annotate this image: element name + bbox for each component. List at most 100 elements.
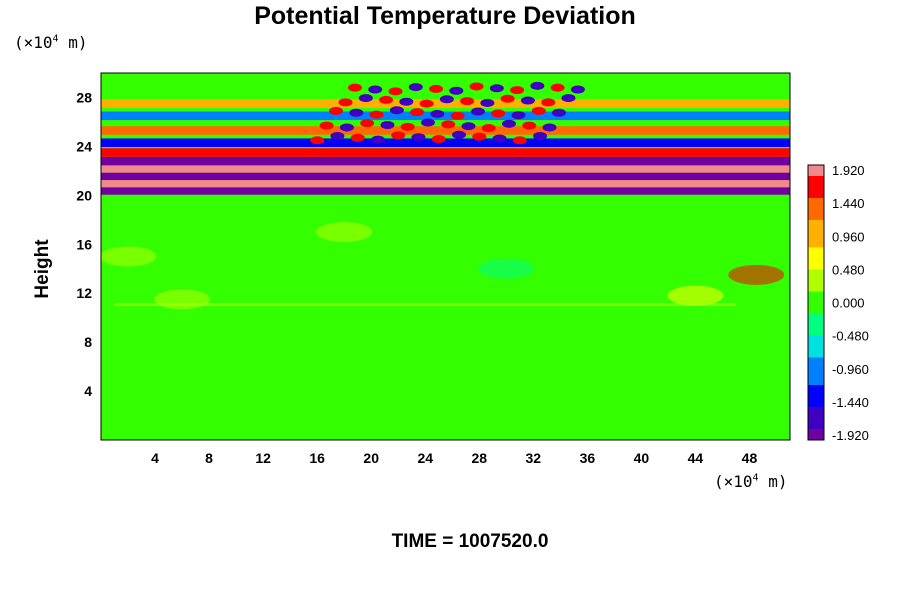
wave-cell — [411, 133, 426, 142]
wave-cell — [419, 99, 434, 108]
x-tick-label: 12 — [255, 450, 271, 466]
colorbar-swatch — [808, 341, 824, 347]
field-patch — [478, 258, 535, 279]
field-patch — [667, 285, 724, 306]
colorbar-frame — [807, 164, 825, 441]
x-tick-label: 40 — [634, 450, 650, 466]
y-tick-label: 8 — [84, 334, 92, 350]
wave-cell — [500, 94, 515, 103]
colorbar-swatch — [808, 236, 824, 243]
colorbar-swatch — [808, 258, 824, 265]
colorbar-swatch — [808, 374, 824, 380]
field-band — [101, 178, 790, 188]
colorbar-swatch — [808, 319, 824, 325]
field-band — [101, 156, 790, 166]
wave-cell — [430, 109, 445, 118]
field-band — [101, 99, 790, 108]
colorbar-swatch — [808, 368, 824, 375]
wave-cell — [347, 83, 362, 92]
wave-cell — [370, 135, 385, 144]
colorbar-swatch — [808, 313, 824, 320]
wave-cell — [380, 120, 395, 129]
x-tick-label: 44 — [688, 450, 704, 466]
colorbar-swatch — [808, 192, 824, 199]
colorbar-swatch — [808, 335, 824, 342]
colorbar-swatch — [808, 396, 824, 402]
wave-cell — [410, 108, 425, 117]
plot-frame — [100, 72, 791, 441]
field-band — [101, 148, 790, 157]
wave-cell — [349, 108, 364, 117]
wave-cell — [449, 86, 464, 95]
colorbar-swatch — [808, 176, 824, 182]
y-tick-label: 16 — [76, 236, 92, 252]
wave-cell — [388, 87, 403, 96]
colorbar-swatch — [808, 269, 824, 276]
colorbar-tick-label: 1.920 — [832, 163, 865, 178]
wave-cell — [439, 95, 454, 104]
colorbar-swatch — [808, 181, 824, 188]
colorbar-swatch — [808, 231, 824, 237]
wave-cell — [408, 83, 423, 92]
colorbar-swatch — [808, 297, 824, 303]
wave-cell — [369, 110, 384, 119]
colorbar-swatch — [808, 242, 824, 248]
x-tick-label: 16 — [309, 450, 325, 466]
y-tick-label: 20 — [76, 187, 92, 203]
colorbar-swatch — [808, 412, 824, 419]
wave-cell — [429, 84, 444, 93]
colorbar-tick-label: -0.960 — [832, 362, 869, 377]
wave-cell — [338, 98, 353, 107]
wave-cell — [339, 123, 354, 132]
wave-cell — [501, 119, 516, 128]
wave-cell — [452, 130, 467, 139]
field-layer — [101, 73, 790, 440]
y-axis-unit: (×104 m) — [14, 33, 88, 52]
x-axis-unit: (×104 m) — [714, 472, 788, 491]
colorbar-swatch — [808, 390, 824, 397]
wave-cell — [510, 86, 525, 95]
field-band — [101, 111, 790, 121]
wave-cell — [379, 95, 394, 104]
wave-cell — [310, 136, 325, 145]
colorbar-swatch — [808, 253, 824, 259]
colorbar-swatch — [808, 203, 824, 210]
wave-cell — [530, 81, 545, 90]
colorbar-swatch — [808, 247, 824, 254]
chart-title: Potential Temperature Deviation — [254, 2, 636, 30]
wave-cell — [551, 108, 566, 117]
colorbar-swatch — [808, 308, 824, 314]
wave-cell — [329, 106, 344, 115]
colorbar-tick-label: 1.440 — [832, 196, 865, 211]
time-label: TIME = 1007520.0 — [391, 531, 549, 552]
wave-cell — [400, 122, 415, 131]
field-band — [101, 138, 790, 148]
colorbar-swatch — [808, 165, 824, 171]
wave-cell — [531, 106, 546, 115]
y-tick-label: 28 — [76, 89, 92, 105]
wave-cell — [480, 98, 495, 107]
wave-cell — [489, 84, 504, 93]
wave-cell — [541, 98, 556, 107]
wave-cell — [360, 119, 375, 128]
wave-cell — [520, 96, 535, 105]
colorbar-tick-label: -1.440 — [832, 395, 869, 410]
wave-cell — [358, 94, 373, 103]
colorbar-swatch — [808, 363, 824, 369]
field-band — [101, 171, 790, 181]
colorbar-tick-label: 0.480 — [832, 262, 865, 277]
colorbar-tick-label: -1.920 — [832, 428, 869, 443]
colorbar-swatch — [808, 330, 824, 336]
field-patch — [154, 289, 211, 310]
wave-cell — [330, 132, 345, 141]
colorbar-swatch — [808, 170, 824, 177]
colorbar-swatch — [808, 418, 824, 424]
y-tick-label: 4 — [84, 383, 92, 399]
y-tick-label: 12 — [76, 285, 92, 301]
x-tick-label: 24 — [417, 450, 433, 466]
wave-cell — [350, 133, 365, 142]
colorbar-swatch — [808, 291, 824, 298]
wave-cell — [472, 132, 487, 141]
wave-cell — [399, 97, 414, 106]
